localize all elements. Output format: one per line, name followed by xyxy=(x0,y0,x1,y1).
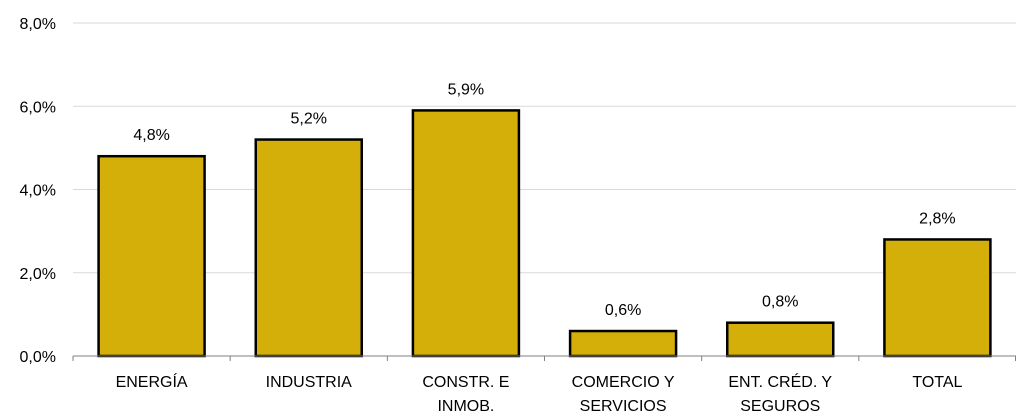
y-tick-label: 0,0% xyxy=(20,349,56,366)
data-label: 2,8% xyxy=(919,210,955,227)
y-axis-tick-labels: 0,0% 2,0% 4,0% 6,0% 8,0% xyxy=(20,16,56,366)
category-label: INDUSTRIA xyxy=(266,374,353,391)
category-label: COMERCIO Y SERVICIOS xyxy=(572,374,675,414)
category-label: TOTAL xyxy=(912,374,962,391)
data-label: 0,6% xyxy=(605,302,641,319)
bar xyxy=(411,109,521,358)
x-axis xyxy=(72,355,1016,361)
y-tick-label: 6,0% xyxy=(20,99,56,116)
gridlines xyxy=(73,22,1016,274)
category-label: ENERGÍA xyxy=(116,372,188,391)
category-labels: ENERGÍA INDUSTRIA CONSTR. E INMOB. COMERCIO … xyxy=(116,372,963,414)
data-label: 4,8% xyxy=(133,127,169,144)
bar xyxy=(726,321,835,358)
y-tick-label: 4,0% xyxy=(20,183,56,200)
bar xyxy=(254,138,363,358)
data-label: 5,2% xyxy=(291,111,327,128)
bars xyxy=(97,109,992,358)
category-label: CONSTR. E INMOB. xyxy=(422,374,509,414)
bar xyxy=(97,154,206,358)
y-tick-label: 8,0% xyxy=(20,16,56,33)
y-tick-label: 2,0% xyxy=(20,266,56,283)
data-label: 0,8% xyxy=(762,294,798,311)
data-labels: 4,8% 5,2% 5,9% 0,6% 0,8% 2,8% xyxy=(133,81,955,319)
bar xyxy=(568,329,678,358)
category-label: ENT. CRÉD. Y SEGUROS xyxy=(728,372,832,414)
bar xyxy=(883,238,992,358)
data-label: 5,9% xyxy=(448,81,484,98)
